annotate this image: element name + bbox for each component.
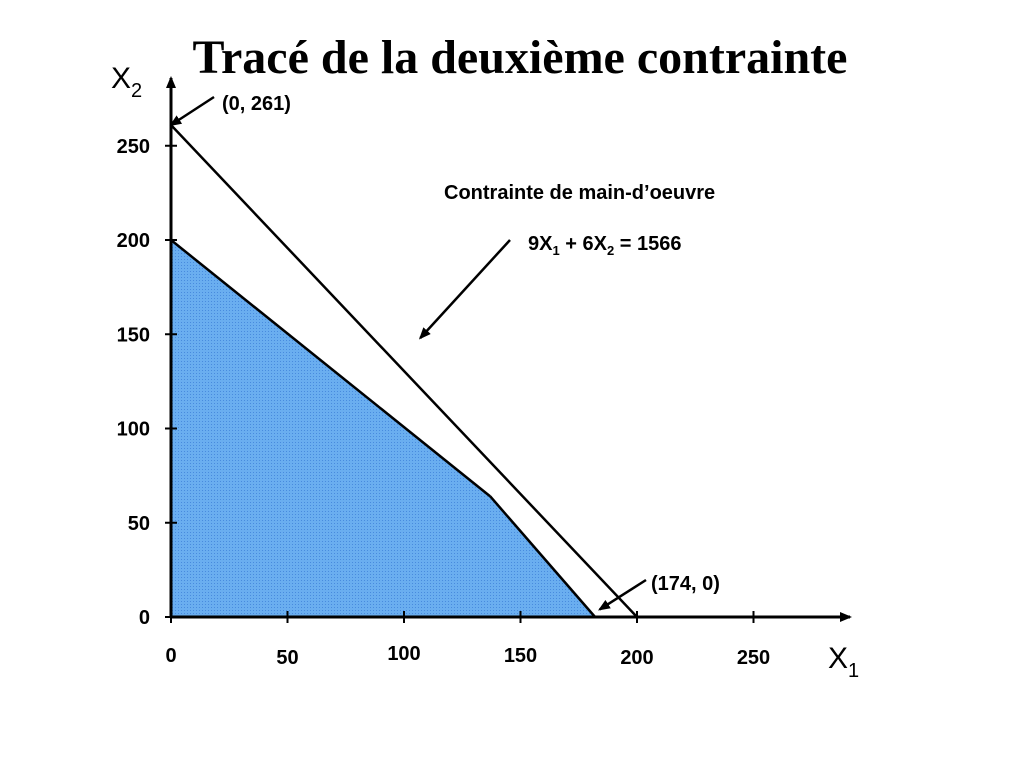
- equation-subscript-2: 2: [607, 243, 614, 258]
- equation-rhs: = 1566: [614, 233, 681, 255]
- y-tick-label: 50: [128, 513, 150, 535]
- equation-arrow: [418, 239, 511, 340]
- chart-title: Tracé de la deuxième contrainte: [193, 31, 848, 84]
- feasible-region: [171, 240, 596, 617]
- x-tick-label: 50: [276, 647, 298, 669]
- y-tick-label: 100: [117, 419, 150, 441]
- y-tick-label: 0: [139, 607, 150, 629]
- x-axis-label: X1: [828, 642, 859, 682]
- x-tick-label: 0: [165, 645, 176, 667]
- constraint-line-3: [489, 495, 597, 618]
- constraint-line-1: [170, 124, 638, 618]
- x-intercept-label: (174, 0): [651, 573, 720, 595]
- lines-layer: [170, 124, 638, 618]
- y-intercept-label: (0, 261): [222, 93, 291, 115]
- x-axis-label-main: X: [828, 642, 848, 675]
- y-axis-label-main: X: [111, 62, 131, 95]
- ticks-layer: 0 50 100 150 200 250 0 50 100 150 200 250: [117, 136, 771, 669]
- y-tick-label: 200: [117, 230, 150, 252]
- x-tick-label: 150: [504, 645, 537, 667]
- equation-term-1: 9X: [528, 233, 553, 255]
- constraint-line-2: [170, 239, 491, 498]
- equation-subscript-1: 1: [552, 243, 559, 258]
- region-layer: [171, 240, 596, 617]
- y-axis-label-subscript: 2: [131, 80, 142, 102]
- equation-term-2: + 6X: [560, 233, 608, 255]
- constraint-name: Contrainte de main-d’oeuvre: [444, 182, 715, 204]
- x-tick-label: 200: [620, 647, 653, 669]
- y-tick-label: 150: [117, 324, 150, 346]
- constraint-equation: 9X1 + 6X2 = 1566: [528, 233, 682, 258]
- y-tick-label: 250: [117, 136, 150, 158]
- x-axis-label-subscript: 1: [848, 660, 859, 682]
- x-tick-label: 100: [387, 643, 420, 665]
- x-tick-label: 250: [737, 647, 770, 669]
- x-intercept-arrow: [598, 578, 647, 611]
- y-axis-label: X2: [111, 62, 142, 102]
- y-intercept-arrow: [169, 95, 215, 127]
